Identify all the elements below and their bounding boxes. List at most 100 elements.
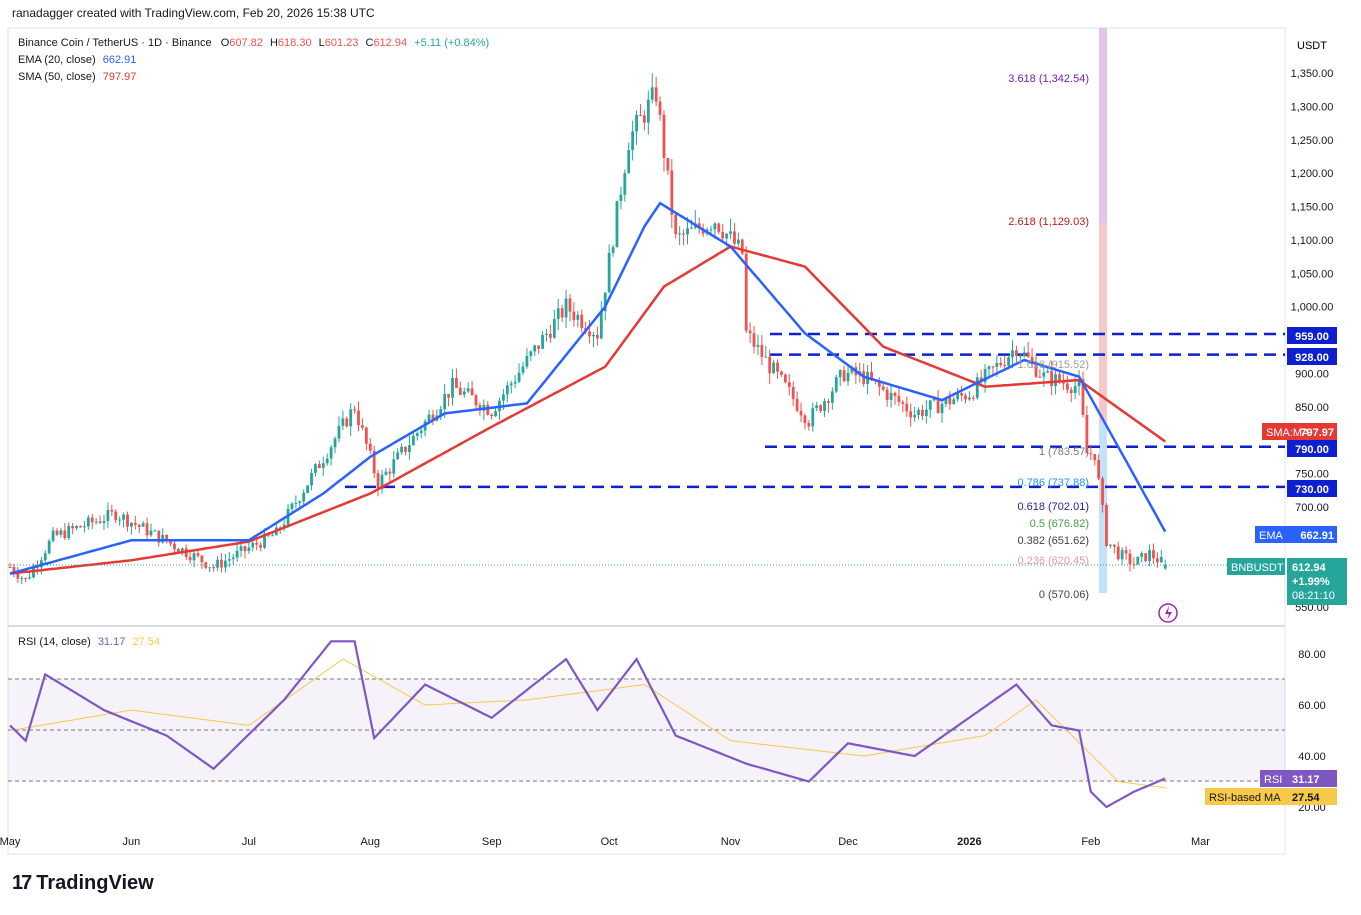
candle-body[interactable] [239,546,243,551]
alert-lightning-icon[interactable] [1158,603,1178,623]
candle-body[interactable] [466,388,470,392]
candle-body[interactable] [196,553,200,556]
candle-body[interactable] [619,194,623,201]
candle-body[interactable] [791,386,795,399]
candle-body[interactable] [760,344,764,357]
candle-body[interactable] [662,114,666,158]
candle-body[interactable] [247,547,251,552]
candle-body[interactable] [255,542,259,545]
candle-body[interactable] [733,231,736,244]
candle-body[interactable] [490,414,494,417]
candle-body[interactable] [306,485,310,493]
candle-body[interactable] [889,392,893,400]
candle-body[interactable] [795,398,799,411]
candle-body[interactable] [372,450,376,474]
candle-body[interactable] [1089,453,1093,455]
candle-body[interactable] [1148,550,1151,562]
candle-body[interactable] [537,345,541,349]
candle-body[interactable] [533,345,537,352]
candle-body[interactable] [235,550,239,558]
candle-body[interactable] [110,510,114,512]
candle-body[interactable] [349,409,353,427]
candle-body[interactable] [43,553,47,561]
candle-body[interactable] [999,362,1003,366]
candle-body[interactable] [333,438,337,448]
candle-body[interactable] [1140,553,1144,557]
candle-body[interactable] [502,394,505,401]
candle-body[interactable] [815,405,819,409]
candle-body[interactable] [290,503,294,509]
candle-body[interactable] [803,415,807,424]
candle-body[interactable] [505,385,509,395]
candle-body[interactable] [552,319,556,338]
candle-body[interactable] [317,464,321,469]
candle-body[interactable] [748,330,752,334]
candle-body[interactable] [321,463,325,469]
candle-body[interactable] [1042,372,1046,377]
candle-body[interactable] [877,380,881,387]
candle-body[interactable] [678,233,682,235]
candle-body[interactable] [126,514,129,527]
candle-body[interactable] [615,200,619,248]
candle-body[interactable] [827,401,830,403]
candle-body[interactable] [807,423,811,427]
candle-body[interactable] [216,559,219,568]
candle-body[interactable] [783,374,787,383]
candle-body[interactable] [768,356,772,374]
candle-body[interactable] [294,503,298,505]
candle-body[interactable] [157,530,161,543]
candle-body[interactable] [721,231,725,239]
candle-body[interactable] [392,459,396,474]
candle-body[interactable] [1065,383,1069,390]
candle-body[interactable] [913,415,916,418]
candle-body[interactable] [102,521,106,523]
candle-body[interactable] [549,333,552,338]
candle-body[interactable] [744,253,748,331]
candle-body[interactable] [823,401,826,411]
candle-body[interactable] [129,522,133,527]
candle-body[interactable] [231,557,235,560]
candle-body[interactable] [270,535,274,537]
candle-body[interactable] [948,397,952,405]
candle-body[interactable] [263,533,266,548]
candle-body[interactable] [63,530,67,539]
candle-body[interactable] [682,233,685,235]
candle-body[interactable] [1108,544,1112,546]
candle-body[interactable] [1101,478,1104,505]
candle-body[interactable] [686,228,689,235]
candle-body[interactable] [639,114,642,116]
candle-body[interactable] [71,525,75,529]
candle-body[interactable] [870,371,873,380]
candle-body[interactable] [243,546,247,552]
candle-body[interactable] [396,452,400,460]
candle-body[interactable] [572,311,576,320]
candle-body[interactable] [1144,553,1148,562]
candle-body[interactable] [36,567,39,569]
candle-body[interactable] [79,526,82,528]
candle-body[interactable] [1026,352,1030,357]
candle-body[interactable] [455,378,458,388]
candle-body[interactable] [1152,550,1155,559]
candle-body[interactable] [59,530,63,535]
candle-body[interactable] [740,239,744,254]
candle-body[interactable] [689,227,693,229]
candle-body[interactable] [650,87,654,100]
candle-body[interactable] [960,393,963,396]
candle-body[interactable] [968,397,971,400]
candle-body[interactable] [341,418,345,426]
candle-body[interactable] [86,517,90,527]
candle-body[interactable] [564,298,568,318]
candle-body[interactable] [956,393,960,400]
candle-body[interactable] [568,298,572,312]
candle-body[interactable] [819,405,823,411]
candle-body[interactable] [439,409,443,416]
candle-body[interactable] [415,433,419,436]
candle-body[interactable] [885,389,889,400]
candle-body[interactable] [345,418,349,427]
candle-body[interactable] [451,378,454,398]
candle-body[interactable] [94,521,98,523]
candle-body[interactable] [223,560,227,568]
candle-body[interactable] [592,334,595,337]
candle-body[interactable] [631,131,635,150]
